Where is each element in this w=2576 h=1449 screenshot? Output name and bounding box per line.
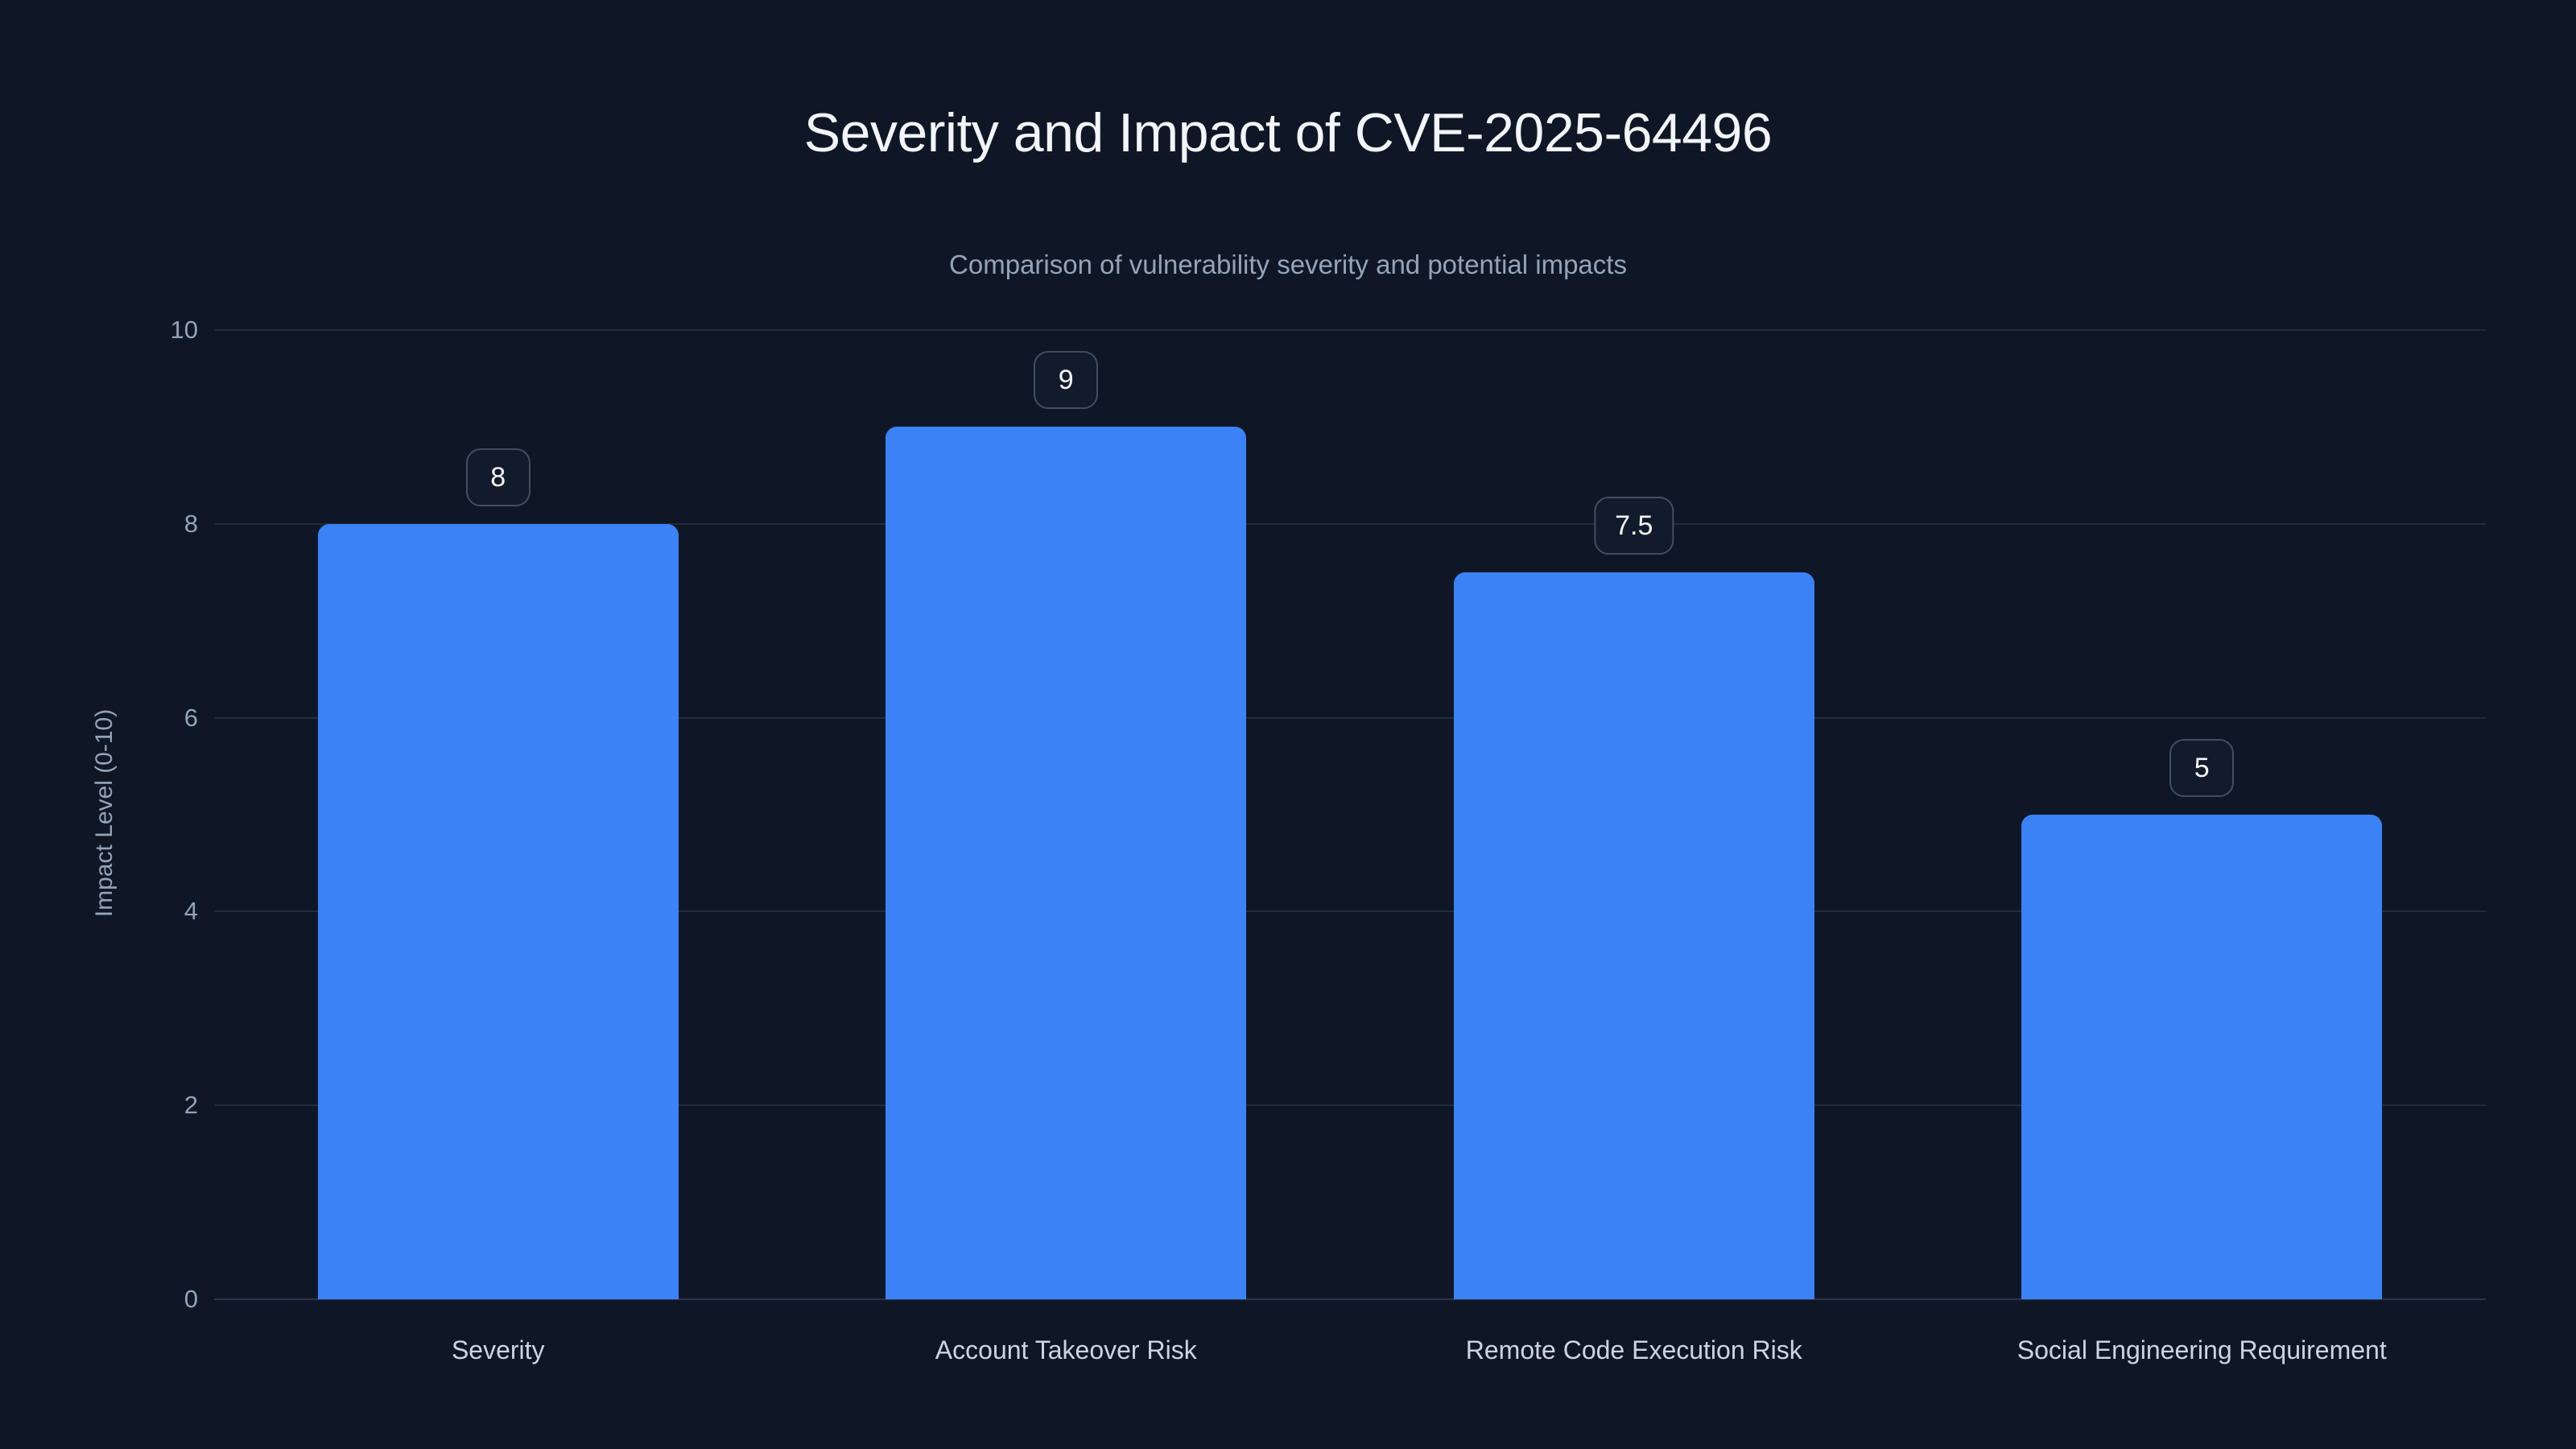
gridline-y-6: [214, 716, 2486, 719]
bar-slot-severity: 8: [214, 330, 782, 1299]
y-tick-label-6: 6: [184, 703, 198, 732]
chart-title: Severity and Impact of CVE-2025-64496: [803, 102, 1773, 163]
bar-account-takeover-risk: [886, 427, 1247, 1299]
category-label-remote-code-execution-risk: Remote Code Execution Risk: [1465, 1335, 1802, 1364]
value-label-remote-code-execution-risk: 7.5: [1594, 497, 1674, 555]
x-axis-category-labels: Severity Account Takeover Risk Remote Code…: [214, 1330, 2486, 1370]
bar-slot-account-takeover-risk: 9: [782, 330, 1351, 1299]
plot-area: 8 9 7.5 5: [214, 329, 2486, 1300]
category-label-social-engineering-requirement: Social Engineering Requirement: [2017, 1335, 2387, 1364]
y-tick-label-4: 4: [184, 897, 198, 926]
value-label-account-takeover-risk: 9: [1034, 351, 1099, 410]
y-tick-label-10: 10: [170, 316, 198, 344]
bar-social-engineering-requirement: [2021, 815, 2383, 1299]
y-axis-tick-labels: 0 2 4 6 8 10: [0, 317, 198, 1312]
chart-subtitle: Comparison of vulnerability severity and…: [949, 250, 1627, 279]
gridline-y-2: [214, 1104, 2486, 1107]
y-tick-label-0: 0: [184, 1285, 198, 1313]
value-label-severity: 8: [465, 448, 530, 506]
bar-slot-remote-code-execution-risk: 7.5: [1350, 330, 1918, 1299]
gridline-y-8: [214, 522, 2486, 525]
gridline-y-10: [214, 329, 2486, 331]
category-label-account-takeover-risk: Account Takeover Risk: [935, 1335, 1197, 1364]
bar-slot-social-engineering-requirement: 5: [1918, 330, 2487, 1299]
value-label-social-engineering-requirement: 5: [2169, 739, 2235, 797]
category-label-severity: Severity: [451, 1335, 545, 1364]
y-tick-label-8: 8: [184, 509, 198, 538]
bars-layer: 8 9 7.5 5: [214, 330, 2486, 1299]
bar-remote-code-execution-risk: [1453, 572, 1814, 1299]
y-tick-label-2: 2: [184, 1091, 198, 1120]
gridline-y-4: [214, 910, 2486, 913]
bar-severity: [317, 523, 679, 1299]
x-axis-baseline: [214, 1298, 2486, 1300]
